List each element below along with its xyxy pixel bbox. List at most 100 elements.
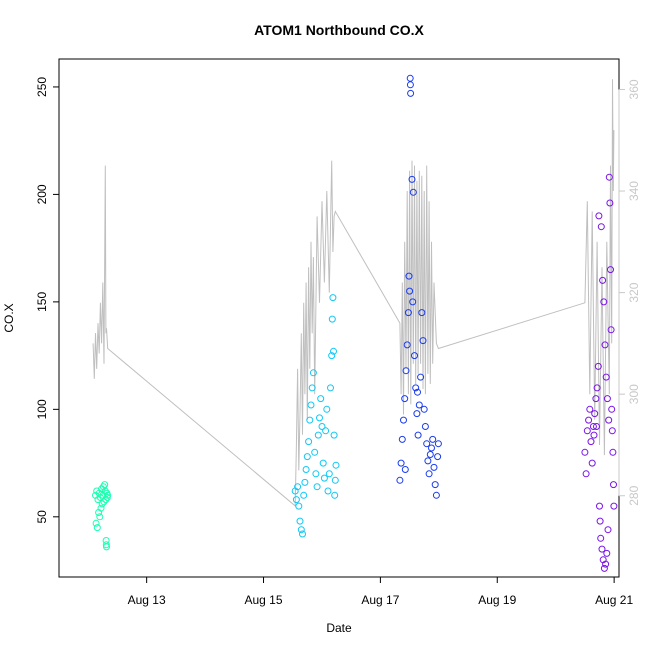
data-point-2	[409, 188, 417, 196]
y-axis: 50 100 150 200 250	[35, 77, 60, 524]
data-point-2	[405, 272, 413, 280]
y2-tick-label: 320	[627, 282, 641, 302]
data-point-1	[332, 461, 340, 469]
x-tick-label: Aug 13	[128, 593, 166, 607]
data-point-1	[324, 487, 332, 495]
data-point-1	[327, 384, 334, 392]
data-point-3	[605, 173, 613, 181]
x-tick-label: Aug 19	[478, 593, 516, 607]
data-point-3	[605, 416, 613, 424]
data-point-0	[92, 519, 100, 527]
data-point-2	[398, 435, 406, 443]
data-point-1	[296, 517, 304, 525]
x-tick-label: Aug 15	[244, 593, 282, 607]
data-point-1	[311, 448, 319, 456]
data-point-1	[294, 483, 302, 491]
data-point-3	[600, 298, 608, 306]
data-point-1	[331, 476, 339, 484]
data-point-2	[407, 89, 415, 97]
data-point-1	[314, 431, 322, 439]
data-point-2	[417, 373, 425, 381]
data-point-3	[593, 384, 601, 392]
data-point-1	[331, 491, 339, 499]
data-point-2	[431, 481, 439, 489]
data-point-3	[595, 212, 603, 220]
data-point-1	[299, 530, 306, 538]
data-point-1	[313, 483, 321, 491]
data-point-2	[419, 337, 427, 345]
data-point-2	[406, 74, 414, 82]
data-point-3	[607, 326, 615, 334]
data-point-2	[401, 395, 409, 403]
data-point-3	[603, 395, 611, 403]
data-point-0	[100, 498, 108, 506]
data-point-2	[428, 444, 435, 452]
data-point-3	[600, 564, 608, 572]
data-point-2	[414, 388, 421, 396]
data-point-2	[414, 431, 422, 439]
y-tick-label: 50	[35, 510, 49, 524]
data-point-3	[610, 481, 617, 489]
y2-tick-label: 280	[627, 485, 641, 505]
data-point-3	[597, 223, 605, 231]
data-point-2	[418, 309, 426, 317]
data-point-3	[598, 545, 606, 553]
y-axis-label: CO.X	[2, 303, 16, 332]
data-point-2	[434, 453, 442, 461]
data-point-1	[317, 395, 325, 403]
data-point-2	[415, 401, 423, 409]
data-point-3	[602, 560, 610, 568]
data-point-1	[306, 416, 314, 424]
data-point-3	[606, 199, 614, 207]
y-tick-label: 250	[35, 77, 49, 97]
data-point-3	[596, 502, 603, 510]
data-point-2	[397, 459, 405, 467]
data-point-1	[320, 474, 328, 482]
chart-title: ATOM1 Northbound CO.X	[254, 22, 424, 38]
secondary-line-layer	[92, 79, 615, 507]
data-point-2	[411, 352, 418, 360]
data-point-3	[610, 502, 618, 510]
data-point-1	[318, 423, 326, 430]
data-point-1	[305, 438, 313, 446]
data-point-2	[409, 298, 417, 306]
data-point-1	[302, 466, 310, 473]
data-point-1	[312, 470, 320, 478]
data-point-1	[295, 502, 303, 510]
data-point-0	[102, 541, 110, 549]
data-point-2	[420, 405, 428, 413]
data-point-3	[582, 470, 590, 478]
data-point-0	[104, 491, 112, 499]
data-point-2	[424, 457, 432, 465]
data-point-3	[581, 448, 589, 456]
data-point-1	[307, 401, 315, 409]
data-point-3	[596, 517, 604, 525]
data-point-0	[101, 481, 109, 489]
data-point-3	[597, 534, 605, 542]
data-point-3	[602, 373, 610, 381]
data-point-2	[408, 175, 416, 183]
data-point-2	[432, 491, 440, 499]
data-point-1	[330, 347, 337, 355]
data-point-2	[396, 476, 404, 484]
data-point-2	[404, 309, 412, 317]
data-point-2	[413, 410, 421, 418]
data-point-3	[587, 438, 595, 446]
data-point-1	[323, 405, 331, 413]
data-point-3	[594, 362, 602, 370]
data-point-0	[97, 504, 105, 512]
y2-tick-label: 360	[627, 79, 641, 99]
data-point-3	[585, 416, 593, 424]
data-point-3	[608, 405, 616, 413]
data-point-1	[303, 453, 311, 461]
data-point-3	[603, 549, 611, 557]
data-point-1	[301, 478, 309, 486]
data-point-3	[607, 266, 614, 274]
data-point-0	[93, 524, 101, 532]
points-layer	[92, 74, 618, 572]
data-point-3	[583, 427, 591, 435]
data-point-1	[309, 369, 317, 377]
data-point-3	[586, 405, 594, 413]
data-point-2	[401, 466, 409, 473]
